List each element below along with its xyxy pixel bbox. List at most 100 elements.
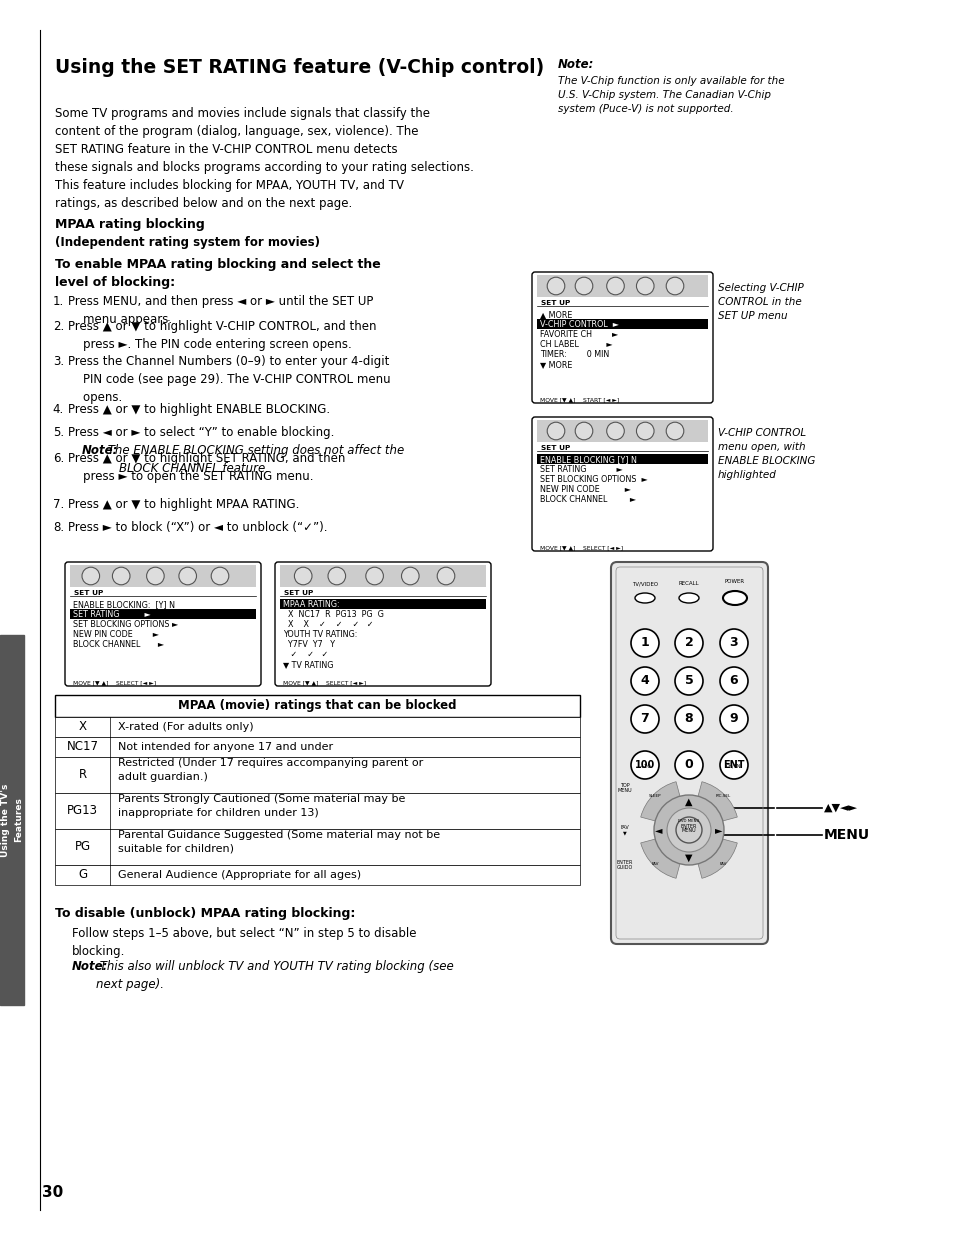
Text: MOVE [▼ ▲]    SELECT [◄ ►]: MOVE [▼ ▲] SELECT [◄ ►]: [539, 545, 622, 550]
Text: 7.: 7.: [52, 498, 64, 511]
Circle shape: [720, 751, 747, 779]
Circle shape: [665, 422, 683, 440]
Text: 1.: 1.: [52, 295, 64, 308]
Bar: [70, 609, 255, 619]
Text: V-CHIP CONTROL  ►: V-CHIP CONTROL ►: [539, 320, 618, 329]
Text: PG: PG: [74, 841, 91, 853]
Text: 8: 8: [684, 713, 693, 725]
Bar: [537, 275, 707, 296]
Text: X-rated (For adults only): X-rated (For adults only): [118, 722, 253, 732]
Text: 6.: 6.: [52, 452, 64, 466]
Text: Not intended for anyone 17 and under: Not intended for anyone 17 and under: [118, 742, 333, 752]
Text: SET RATING          ►: SET RATING ►: [73, 610, 151, 619]
Text: +10: +10: [639, 764, 650, 769]
Text: 5.: 5.: [52, 426, 64, 438]
Text: 2.: 2.: [52, 320, 64, 333]
Circle shape: [112, 567, 130, 585]
Circle shape: [636, 422, 654, 440]
Text: 2: 2: [684, 636, 693, 650]
Text: ✓    ✓   ✓: ✓ ✓ ✓: [283, 650, 328, 659]
Bar: [55, 793, 579, 829]
Text: FAVORITE CH        ►: FAVORITE CH ►: [539, 330, 618, 338]
Circle shape: [720, 667, 747, 695]
FancyBboxPatch shape: [65, 562, 261, 685]
Circle shape: [606, 277, 623, 295]
Text: 30: 30: [42, 1186, 63, 1200]
Circle shape: [720, 629, 747, 657]
Text: 3: 3: [729, 636, 738, 650]
Text: (Independent rating system for movies): (Independent rating system for movies): [55, 236, 319, 249]
Text: MENU: MENU: [681, 829, 696, 834]
Text: TIMER:        0 MIN: TIMER: 0 MIN: [539, 350, 609, 359]
Text: SLEEP: SLEEP: [648, 794, 660, 798]
Text: Press ▲ or ▼ to highlight SET RATING, and then
    press ► to open the SET RATIN: Press ▲ or ▼ to highlight SET RATING, an…: [68, 452, 345, 483]
Text: SET UP: SET UP: [74, 590, 103, 597]
Wedge shape: [640, 830, 688, 878]
Text: 3.: 3.: [52, 354, 64, 368]
Circle shape: [720, 705, 747, 734]
Circle shape: [436, 567, 455, 585]
Text: ▲: ▲: [684, 797, 692, 806]
Circle shape: [575, 422, 592, 440]
Circle shape: [82, 567, 99, 585]
Text: ENABLE BLOCKING:  [Y] N: ENABLE BLOCKING: [Y] N: [73, 600, 174, 609]
Text: X: X: [78, 720, 87, 734]
Text: NC17: NC17: [67, 741, 98, 753]
Text: CH LABEL           ►: CH LABEL ►: [539, 340, 612, 350]
Text: NEW PIN CODE          ►: NEW PIN CODE ►: [539, 485, 630, 494]
Text: FAV: FAV: [719, 862, 726, 866]
Text: Note:: Note:: [558, 58, 594, 70]
Text: Y7FV  Y7   Y: Y7FV Y7 Y: [283, 640, 335, 650]
Text: V-CHIP CONTROL
menu open, with
ENABLE BLOCKING
highlighted: V-CHIP CONTROL menu open, with ENABLE BL…: [718, 429, 815, 480]
Text: 9: 9: [729, 713, 738, 725]
Bar: [537, 454, 707, 464]
Text: TV/VIDEO: TV/VIDEO: [631, 580, 658, 585]
Circle shape: [147, 567, 164, 585]
Text: SET RATING            ►: SET RATING ►: [539, 466, 622, 474]
Text: Follow steps 1–5 above, but select “N” in step 5 to disable
blocking.: Follow steps 1–5 above, but select “N” i…: [71, 927, 416, 958]
Text: PIC.SEL: PIC.SEL: [715, 794, 730, 798]
Circle shape: [179, 567, 196, 585]
Text: 0: 0: [684, 758, 693, 772]
Text: NEW PIN CODE        ►: NEW PIN CODE ►: [73, 630, 159, 638]
Circle shape: [665, 277, 683, 295]
Circle shape: [630, 705, 659, 734]
Bar: [280, 564, 485, 587]
Text: ENT: ENT: [722, 760, 744, 769]
Text: POWER: POWER: [724, 579, 744, 584]
Circle shape: [675, 751, 702, 779]
Text: MPAA (movie) ratings that can be blocked: MPAA (movie) ratings that can be blocked: [178, 699, 456, 713]
FancyBboxPatch shape: [610, 562, 767, 944]
Text: Parental Guidance Suggested (Some material may not be
suitable for children): Parental Guidance Suggested (Some materi…: [118, 830, 439, 853]
Bar: [55, 718, 579, 737]
Text: MPAA rating blocking: MPAA rating blocking: [55, 219, 205, 231]
Text: SET UP: SET UP: [540, 445, 570, 451]
Text: This also will unblock TV and YOUTH TV rating blocking (see
next page).: This also will unblock TV and YOUTH TV r…: [96, 960, 454, 990]
Text: ▼ TV RATING: ▼ TV RATING: [283, 659, 334, 669]
FancyBboxPatch shape: [532, 272, 712, 403]
Bar: [537, 420, 707, 442]
Text: 100: 100: [634, 760, 655, 769]
Text: ►: ►: [715, 825, 722, 835]
Text: X  NC17  R  PG13  PG  G: X NC17 R PG13 PG G: [283, 610, 383, 619]
Text: ENTER: ENTER: [680, 824, 697, 829]
Bar: [70, 564, 255, 587]
Bar: [55, 757, 579, 793]
Text: MOVE [▼ ▲]    SELECT [◄ ►]: MOVE [▼ ▲] SELECT [◄ ►]: [73, 680, 156, 685]
Wedge shape: [640, 782, 688, 830]
Text: R: R: [78, 768, 87, 782]
Text: ▲▼◄►: ▲▼◄►: [823, 803, 857, 813]
Text: G: G: [78, 868, 87, 882]
Text: ENABLE BLOCKING [Y] N: ENABLE BLOCKING [Y] N: [539, 454, 637, 464]
Circle shape: [666, 808, 710, 852]
Circle shape: [654, 795, 723, 864]
Text: SET BLOCKING OPTIONS  ►: SET BLOCKING OPTIONS ►: [539, 475, 647, 484]
Text: Parents Strongly Cautioned (Some material may be
inappropriate for children unde: Parents Strongly Cautioned (Some materia…: [118, 794, 405, 818]
Circle shape: [676, 818, 701, 844]
Circle shape: [675, 629, 702, 657]
Text: Restricted (Under 17 requires accompanying parent or
adult guardian.): Restricted (Under 17 requires accompanyi…: [118, 758, 423, 782]
Text: MOVE [▼ ▲]    START [◄ ►]: MOVE [▼ ▲] START [◄ ►]: [539, 396, 618, 403]
Circle shape: [606, 422, 623, 440]
Text: SET BLOCKING OPTIONS ►: SET BLOCKING OPTIONS ►: [73, 620, 178, 629]
Circle shape: [401, 567, 418, 585]
